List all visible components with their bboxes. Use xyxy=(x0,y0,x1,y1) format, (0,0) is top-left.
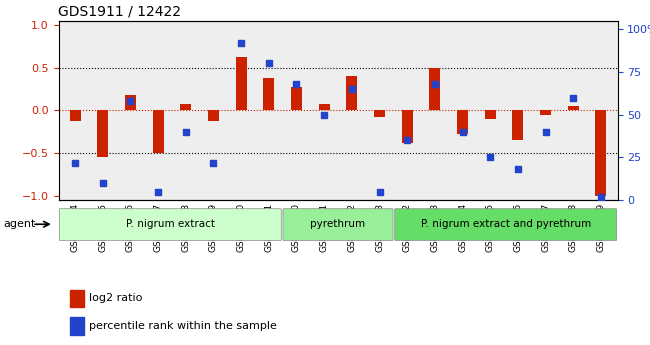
Bar xyxy=(153,110,164,153)
Point xyxy=(291,81,302,87)
Bar xyxy=(70,290,84,307)
Text: agent: agent xyxy=(3,219,35,229)
Bar xyxy=(98,110,109,157)
Bar xyxy=(540,110,551,115)
Point xyxy=(458,129,468,135)
Bar xyxy=(374,110,385,117)
Bar xyxy=(512,110,523,140)
Text: percentile rank within the sample: percentile rank within the sample xyxy=(89,321,277,331)
Text: P. nigrum extract: P. nigrum extract xyxy=(126,219,214,229)
Bar xyxy=(208,110,219,121)
FancyBboxPatch shape xyxy=(395,209,617,240)
Text: pyrethrum: pyrethrum xyxy=(311,219,365,229)
Bar xyxy=(263,78,274,110)
FancyBboxPatch shape xyxy=(283,209,393,240)
Bar xyxy=(125,95,136,110)
Point xyxy=(319,112,330,117)
Text: log2 ratio: log2 ratio xyxy=(89,293,142,303)
Point xyxy=(568,95,578,100)
FancyBboxPatch shape xyxy=(59,209,281,240)
Point xyxy=(346,86,357,92)
Point xyxy=(181,129,191,135)
Bar xyxy=(318,104,330,110)
Point xyxy=(236,40,246,46)
Bar xyxy=(70,317,84,335)
Text: P. nigrum extract and pyrethrum: P. nigrum extract and pyrethrum xyxy=(421,219,591,229)
Point xyxy=(595,194,606,199)
Bar xyxy=(291,87,302,110)
Point xyxy=(264,61,274,66)
Bar xyxy=(567,106,578,110)
Bar xyxy=(180,104,191,110)
Bar xyxy=(235,57,247,110)
Bar xyxy=(429,68,441,110)
Point xyxy=(125,98,136,104)
Bar xyxy=(485,110,496,119)
Point xyxy=(153,189,163,194)
Point xyxy=(513,167,523,172)
Point xyxy=(374,189,385,194)
Point xyxy=(430,81,440,87)
Bar xyxy=(457,110,468,134)
Point xyxy=(70,160,81,165)
Point xyxy=(98,180,108,186)
Bar xyxy=(402,110,413,143)
Point xyxy=(540,129,551,135)
Bar xyxy=(595,110,606,196)
Text: GDS1911 / 12422: GDS1911 / 12422 xyxy=(58,4,181,18)
Point xyxy=(485,155,495,160)
Point xyxy=(208,160,218,165)
Bar xyxy=(70,110,81,121)
Point xyxy=(402,138,412,143)
Bar xyxy=(346,76,358,110)
